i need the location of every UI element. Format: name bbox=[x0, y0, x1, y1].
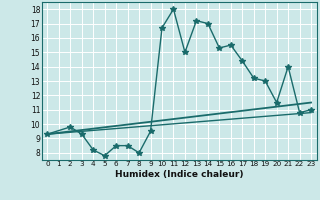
X-axis label: Humidex (Indice chaleur): Humidex (Indice chaleur) bbox=[115, 170, 244, 179]
